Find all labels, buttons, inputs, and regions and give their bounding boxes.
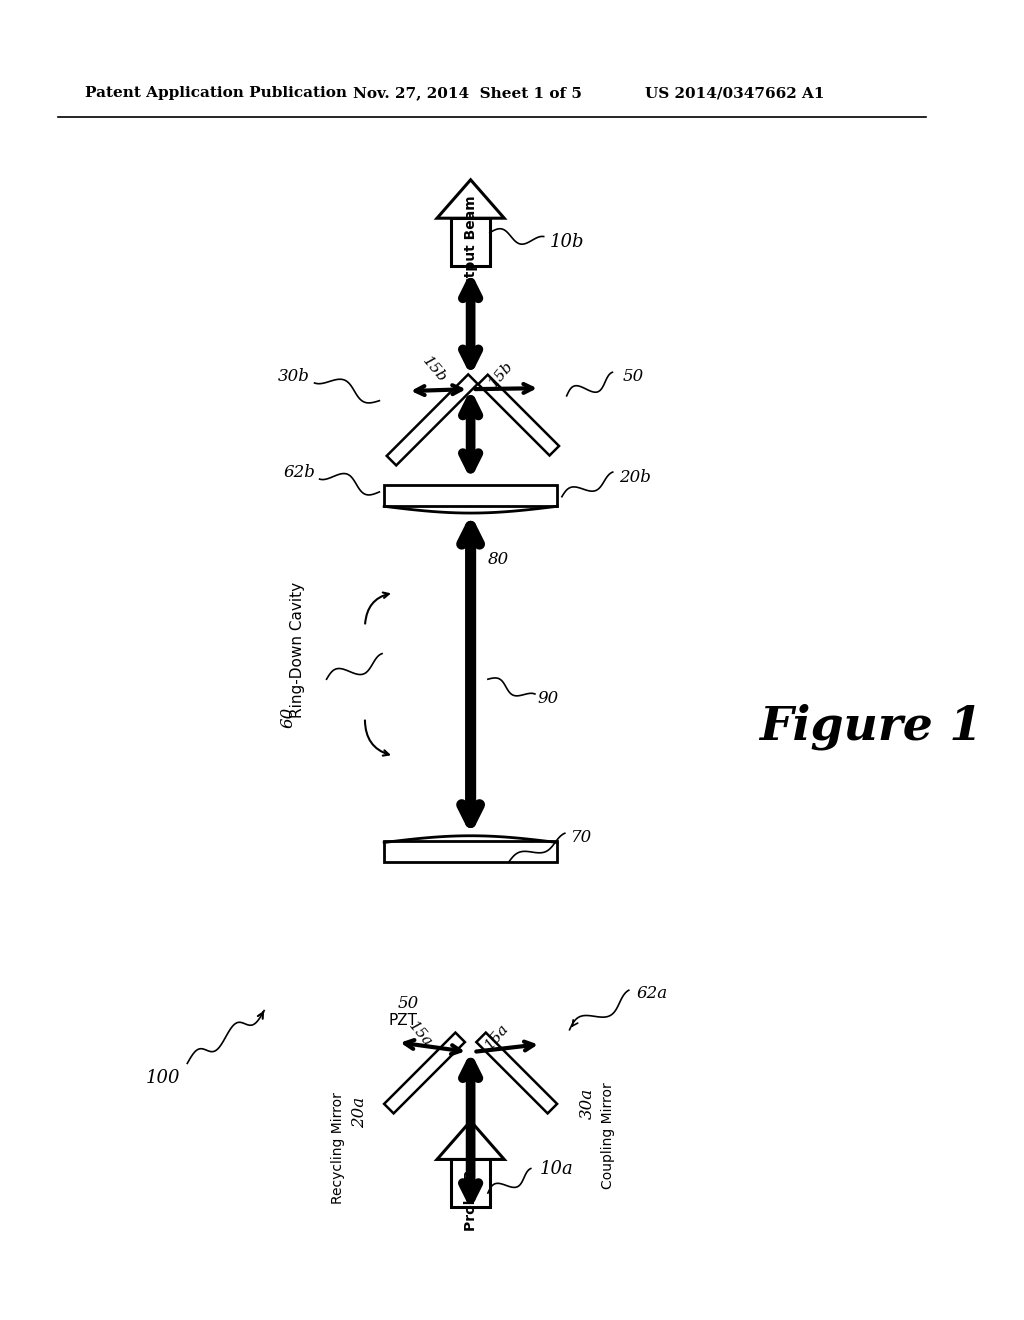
Text: 20a: 20a: [350, 1097, 368, 1129]
Text: 80: 80: [487, 550, 509, 568]
Text: Recycling Mirror: Recycling Mirror: [331, 1092, 345, 1204]
Text: 90: 90: [538, 690, 559, 708]
Text: Figure 1: Figure 1: [759, 704, 982, 751]
Text: 62a: 62a: [637, 985, 668, 1002]
Bar: [384, 486, 557, 507]
Text: 70: 70: [571, 829, 593, 846]
Polygon shape: [384, 1032, 465, 1113]
Text: 10a: 10a: [540, 1160, 573, 1177]
Polygon shape: [437, 1121, 504, 1159]
Text: 10b: 10b: [549, 234, 584, 251]
Text: 15b: 15b: [486, 358, 516, 389]
Text: 15b: 15b: [420, 354, 449, 385]
Text: 60: 60: [280, 708, 297, 729]
Text: Patent Application Publication: Patent Application Publication: [85, 86, 346, 100]
Text: 30a: 30a: [580, 1088, 596, 1118]
Bar: [452, 1159, 489, 1208]
Polygon shape: [437, 180, 504, 218]
Text: 15a: 15a: [483, 1022, 512, 1052]
Text: Ring-Down Cavity: Ring-Down Cavity: [290, 582, 305, 718]
Text: PZT: PZT: [388, 1012, 417, 1028]
Text: 15a: 15a: [406, 1019, 434, 1049]
Text: Nov. 27, 2014  Sheet 1 of 5: Nov. 27, 2014 Sheet 1 of 5: [353, 86, 583, 100]
Text: US 2014/0347662 A1: US 2014/0347662 A1: [645, 86, 825, 100]
Text: 62b: 62b: [284, 465, 315, 482]
Text: 30b: 30b: [278, 368, 309, 385]
Polygon shape: [476, 1032, 557, 1113]
Text: Probe Beam: Probe Beam: [464, 1137, 477, 1232]
Text: 50: 50: [397, 995, 419, 1012]
Bar: [452, 218, 489, 267]
Polygon shape: [387, 375, 478, 466]
Bar: [384, 841, 557, 862]
Text: Coupling Mirror: Coupling Mirror: [601, 1082, 615, 1189]
Text: Output Beam: Output Beam: [464, 195, 477, 298]
Polygon shape: [478, 375, 559, 455]
Text: 20b: 20b: [620, 469, 651, 486]
Text: 100: 100: [146, 1069, 180, 1086]
Text: 50: 50: [623, 368, 644, 385]
